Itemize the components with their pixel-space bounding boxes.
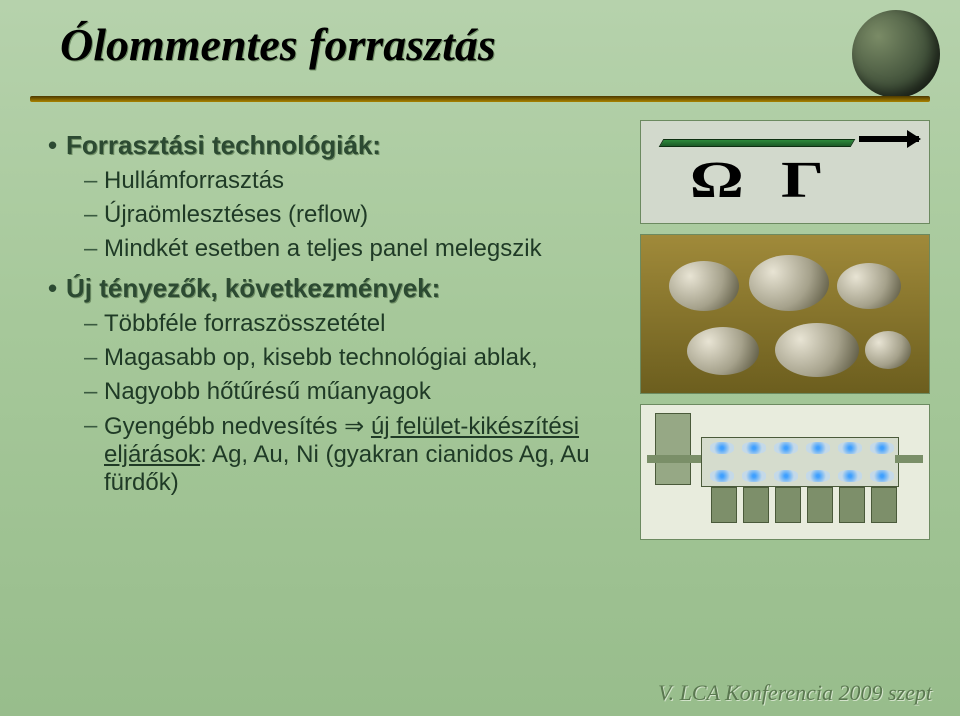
bullet-text: Hullámforrasztás: [104, 167, 284, 195]
solder-ball-icon: [749, 255, 829, 311]
bullet-text: Többféle forraszösszetétel: [104, 310, 385, 338]
heater-fan-icon: [742, 470, 766, 482]
oven-leg-icon: [775, 487, 801, 523]
oven-stack-icon: [655, 413, 691, 485]
bullet-factors-heading: • Új tényezők, következmények:: [48, 273, 608, 304]
oven-leg-icon: [807, 487, 833, 523]
bullet-text: Új tényezők, következmények:: [66, 273, 440, 304]
solder-ball-icon: [865, 331, 911, 369]
slide-title: Ólommentes forrasztás: [60, 18, 496, 71]
direction-arrow-icon: [859, 136, 919, 142]
bullet-dot-icon: •: [48, 130, 66, 161]
bullet-text: Újraömlesztéses (reflow): [104, 201, 368, 229]
heater-fan-icon: [806, 442, 830, 454]
dash-icon: –: [84, 235, 104, 263]
bullet-tech-heading: • Forrasztási technológiák:: [48, 130, 608, 161]
bullet-wetting: – Gyengébb nedvesítés ⇒ új felület-kikés…: [84, 412, 608, 497]
dash-icon: –: [84, 378, 104, 406]
implies-icon: ⇒: [344, 413, 364, 440]
heater-fan-icon: [838, 442, 862, 454]
solder-ball-icon: [687, 327, 759, 375]
oven-leg-icon: [839, 487, 865, 523]
heater-fan-icon: [774, 442, 798, 454]
pcb-board-icon: [659, 139, 856, 147]
heater-fan-icon: [742, 442, 766, 454]
heater-fan-icon: [710, 470, 734, 482]
dash-icon: –: [84, 167, 104, 195]
conveyor-icon: [895, 455, 923, 463]
solder-ball-icon: [775, 323, 859, 377]
solder-ball-icon: [837, 263, 901, 309]
bullet-text: Nagyobb hőtűrésű műanyagok: [104, 378, 431, 406]
content-area: • Forrasztási technológiák: – Hullámforr…: [48, 120, 608, 499]
figure-reflow-oven: [640, 404, 930, 540]
dash-icon: –: [84, 412, 104, 440]
slide: Ólommentes forrasztás • Forrasztási tech…: [0, 0, 960, 716]
bullet-alloys: – Többféle forraszösszetétel: [84, 310, 608, 338]
dash-icon: –: [84, 201, 104, 229]
oven-body-icon: [701, 437, 899, 487]
dash-icon: –: [84, 344, 104, 372]
bullet-text: Magasabb op, kisebb technológiai ablak,: [104, 344, 538, 372]
bullet-text: Forrasztási technológiák:: [66, 130, 381, 161]
nozzle-icon: Γ: [781, 151, 824, 210]
oven-leg-icon: [711, 487, 737, 523]
heater-fan-icon: [710, 442, 734, 454]
oven-leg-icon: [743, 487, 769, 523]
heater-fan-icon: [806, 470, 830, 482]
heater-fan-icon: [870, 442, 894, 454]
title-rule: [30, 96, 930, 102]
globe-decor: [852, 10, 940, 98]
wetting-pre: Gyengébb nedvesítés: [104, 413, 344, 440]
heater-fan-icon: [870, 470, 894, 482]
heater-fan-icon: [838, 470, 862, 482]
bullet-wave: – Hullámforrasztás: [84, 167, 608, 195]
heater-fan-icon: [774, 470, 798, 482]
bullet-plastics: – Nagyobb hőtűrésű műanyagok: [84, 378, 608, 406]
solder-ball-icon: [669, 261, 739, 311]
dash-icon: –: [84, 310, 104, 338]
nozzle-icon: Ω: [690, 151, 744, 210]
conveyor-icon: [647, 455, 703, 463]
bullet-reflow: – Újraömlesztéses (reflow): [84, 201, 608, 229]
bullet-higher-op: – Magasabb op, kisebb technológiai ablak…: [84, 344, 608, 372]
bullet-dot-icon: •: [48, 273, 66, 304]
bullet-text-wrap: Gyengébb nedvesítés ⇒ új felület-kikészí…: [104, 412, 608, 497]
bullet-text: Mindkét esetben a teljes panel melegszik: [104, 235, 542, 263]
figure-wave-solder: Ω Γ: [640, 120, 930, 224]
oven-leg-icon: [871, 487, 897, 523]
footer-text: V. LCA Konferencia 2009 szept: [658, 680, 932, 706]
figure-solder-balls: [640, 234, 930, 394]
figure-column: Ω Γ: [640, 120, 930, 550]
bullet-both-heat: – Mindkét esetben a teljes panel melegsz…: [84, 235, 608, 263]
